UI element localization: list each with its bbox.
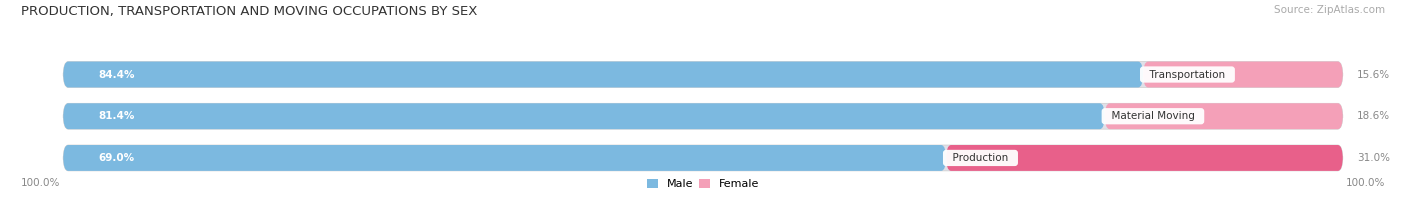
FancyBboxPatch shape (63, 103, 1343, 129)
Text: Source: ZipAtlas.com: Source: ZipAtlas.com (1274, 5, 1385, 15)
FancyBboxPatch shape (63, 62, 1143, 87)
FancyBboxPatch shape (63, 62, 1343, 87)
Text: 81.4%: 81.4% (98, 111, 135, 121)
Text: Transportation: Transportation (1143, 70, 1232, 80)
Text: 100.0%: 100.0% (1346, 178, 1385, 188)
FancyBboxPatch shape (1105, 103, 1343, 129)
Text: PRODUCTION, TRANSPORTATION AND MOVING OCCUPATIONS BY SEX: PRODUCTION, TRANSPORTATION AND MOVING OC… (21, 5, 478, 18)
Legend: Male, Female: Male, Female (643, 174, 763, 194)
FancyBboxPatch shape (63, 145, 1343, 171)
Text: Production: Production (946, 153, 1015, 163)
FancyBboxPatch shape (63, 145, 946, 171)
FancyBboxPatch shape (946, 145, 1343, 171)
FancyBboxPatch shape (63, 103, 1105, 129)
Text: 18.6%: 18.6% (1357, 111, 1391, 121)
Text: 100.0%: 100.0% (21, 178, 60, 188)
Text: Material Moving: Material Moving (1105, 111, 1201, 121)
FancyBboxPatch shape (1143, 62, 1343, 87)
Text: 15.6%: 15.6% (1357, 70, 1391, 80)
Text: 84.4%: 84.4% (98, 70, 135, 80)
Text: 31.0%: 31.0% (1357, 153, 1389, 163)
Text: 69.0%: 69.0% (98, 153, 135, 163)
